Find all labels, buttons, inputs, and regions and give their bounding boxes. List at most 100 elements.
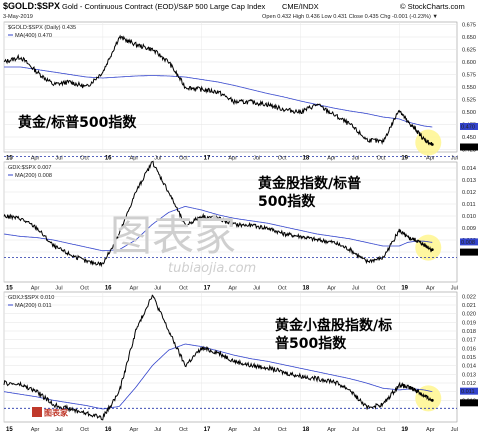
x-tick-label: 19 bbox=[401, 286, 408, 292]
x-tick-label: Apr bbox=[327, 427, 336, 433]
x-tick-label: Apr bbox=[31, 427, 40, 433]
x-tick-label: Jul bbox=[55, 427, 62, 433]
x-tick-label: 16 bbox=[105, 286, 112, 292]
x-tick-label: Jul bbox=[451, 286, 458, 292]
watermark-url: tubiaojia.com bbox=[168, 261, 256, 276]
x-tick-label: Jul bbox=[55, 156, 62, 162]
header-description: Gold - Continuous Contract (EOD)/S&P 500… bbox=[62, 2, 266, 11]
y-tick-label: 0.013 bbox=[462, 372, 476, 378]
ma-value-tag bbox=[460, 387, 478, 395]
annotation-text: 普500指数 bbox=[275, 335, 347, 352]
x-tick-label: Jul bbox=[253, 286, 260, 292]
x-tick-label: Apr bbox=[327, 286, 336, 292]
y-tick-label: 0.012 bbox=[462, 190, 476, 196]
y-tick-label: 0.019 bbox=[462, 320, 476, 326]
x-tick-label: Jul bbox=[253, 156, 260, 162]
series-main-line bbox=[3, 294, 433, 421]
x-tick-label: 15 bbox=[6, 156, 13, 162]
series-main-line bbox=[3, 160, 433, 268]
x-tick-label: Oct bbox=[377, 286, 386, 292]
x-tick-label: Oct bbox=[377, 156, 386, 162]
x-tick-label: Oct bbox=[179, 286, 188, 292]
y-tick-label: 0.021 bbox=[462, 303, 476, 309]
x-tick-label: 16 bbox=[105, 427, 112, 433]
y-tick-label: 0.010 bbox=[462, 214, 476, 220]
last-value-label: 0.435 bbox=[461, 145, 477, 151]
y-tick-label: 0.015 bbox=[462, 355, 476, 361]
legend-main: GDXJ:$SPX 0.010 bbox=[8, 295, 54, 301]
y-tick-label: 0.675 bbox=[462, 23, 476, 29]
y-tick-label: 0.020 bbox=[462, 312, 476, 318]
y-tick-label: 0.600 bbox=[462, 60, 476, 66]
legend-ma: MA(400) 0.470 bbox=[15, 33, 52, 39]
ma-value-label: 0.470 bbox=[461, 125, 475, 131]
x-tick-label: Oct bbox=[278, 286, 287, 292]
y-tick-label: 0.014 bbox=[462, 364, 476, 370]
header-exchange: CME/INDX bbox=[282, 2, 319, 11]
x-tick-label: 17 bbox=[204, 286, 211, 292]
x-tick-label: 19 bbox=[401, 427, 408, 433]
y-tick-label: 0.022 bbox=[462, 294, 476, 300]
x-tick-label: Jul bbox=[154, 286, 161, 292]
x-tick-label: 19 bbox=[401, 156, 408, 162]
x-tick-label: Jul bbox=[352, 156, 359, 162]
x-tick-label: Jul bbox=[253, 427, 260, 433]
series-main-line bbox=[3, 34, 433, 146]
x-tick-label: Apr bbox=[31, 156, 40, 162]
y-tick-label: 0.013 bbox=[462, 178, 476, 184]
x-tick-label: Apr bbox=[31, 286, 40, 292]
x-tick-label: 16 bbox=[105, 156, 112, 162]
legend-main: GDX:$SPX 0.007 bbox=[8, 165, 52, 171]
x-tick-label: Jul bbox=[352, 427, 359, 433]
last-point bbox=[430, 398, 434, 402]
y-tick-label: 0.016 bbox=[462, 346, 476, 352]
x-tick-label: Oct bbox=[179, 156, 188, 162]
x-tick-label: Oct bbox=[80, 427, 89, 433]
x-tick-label: Oct bbox=[278, 427, 287, 433]
x-tick-label: Jul bbox=[154, 427, 161, 433]
x-tick-label: Oct bbox=[80, 156, 89, 162]
x-tick-label: Apr bbox=[426, 156, 435, 162]
annotation-text: 黄金/标普500指数 bbox=[18, 114, 137, 131]
x-tick-label: 18 bbox=[303, 286, 310, 292]
logo-icon bbox=[32, 407, 42, 417]
legend-main: $GOLD:$SPX (Daily) 0.435 bbox=[8, 25, 76, 31]
x-tick-label: Jul bbox=[451, 156, 458, 162]
x-tick-label: Apr bbox=[228, 427, 237, 433]
x-tick-label: Apr bbox=[130, 156, 139, 162]
last-value-tag bbox=[460, 143, 478, 151]
annotation-text: 500指数 bbox=[258, 193, 316, 210]
y-tick-label: 0.450 bbox=[462, 135, 476, 141]
panel-gdx-spx: 0.007 0.008 0.009 0.010 0.011 0.012 0.013 0.014… bbox=[3, 160, 478, 292]
annotation-text: 黄金股指数/标普 bbox=[258, 175, 361, 192]
y-tick-label: 0.625 bbox=[462, 48, 476, 54]
x-tick-label: Oct bbox=[278, 156, 287, 162]
ma-value-tag bbox=[460, 238, 478, 246]
x-tick-label: Apr bbox=[228, 286, 237, 292]
y-tick-label: 0.550 bbox=[462, 85, 476, 91]
header-symbol: $GOLD:$SPX bbox=[3, 1, 60, 11]
logo-text: 图表家 bbox=[44, 408, 69, 418]
x-tick-label: Apr bbox=[130, 286, 139, 292]
legend-ma: MA(200) 0.008 bbox=[15, 173, 52, 179]
x-tick-label: Jul bbox=[55, 286, 62, 292]
y-tick-label: 0.018 bbox=[462, 329, 476, 335]
ma-value-tag bbox=[460, 123, 478, 130]
last-value-label: 0.010 bbox=[461, 401, 477, 407]
y-tick-label: 0.009 bbox=[462, 226, 476, 232]
series-ma-line bbox=[3, 343, 433, 410]
y-tick-label: 0.017 bbox=[462, 338, 476, 344]
x-tick-label: Jul bbox=[154, 156, 161, 162]
x-tick-label: Oct bbox=[179, 427, 188, 433]
panel-gdxj-spx: 0.010 0.011 0.012 0.013 0.014 0.015 0.016 0.017… bbox=[3, 291, 478, 423]
y-tick-label: 0.650 bbox=[462, 35, 476, 41]
x-tick-label: Oct bbox=[80, 286, 89, 292]
y-tick-label: 0.500 bbox=[462, 110, 476, 116]
x-tick-label: Apr bbox=[130, 427, 139, 433]
ma-value-label: 0.011 bbox=[461, 389, 475, 395]
header-ohlc: Open 0.432 High 0.436 Low 0.431 Close 0.… bbox=[262, 14, 438, 20]
x-tick-label: Jul bbox=[352, 286, 359, 292]
y-tick-label: 0.011 bbox=[462, 202, 476, 208]
ma-value-label: 0.008 bbox=[461, 240, 475, 246]
